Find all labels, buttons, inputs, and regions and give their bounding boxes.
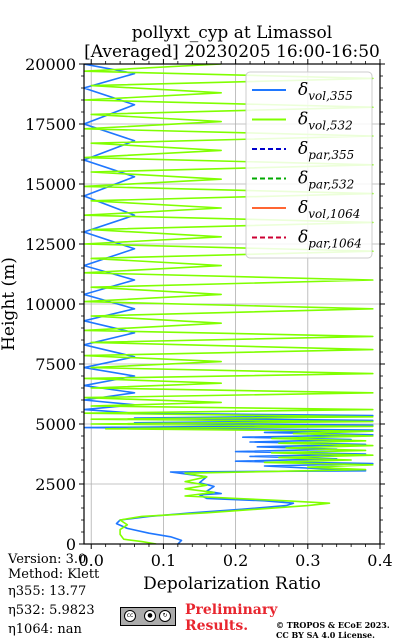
y-tick-label: 15000 — [25, 175, 76, 194]
series-line-2 — [84, 64, 374, 544]
x-tick-label: 0.2 — [223, 551, 248, 570]
legend-label: δpar,355 — [298, 139, 354, 162]
version-text: Version: 3.0 — [8, 552, 87, 567]
data-series — [84, 64, 374, 544]
x-axis-label: Depolarization Ratio — [143, 574, 321, 594]
legend-label: δpar,532 — [298, 169, 354, 192]
eta355-text: η355: 13.77 — [8, 584, 87, 599]
y-tick-label: 20000 — [25, 55, 76, 74]
axis-ticks: 0.0 0.1 0.2 0.3 0.4 0 2500 5000 7500 10000 12500 15… — [25, 55, 393, 570]
cc-icon: cc — [124, 610, 136, 622]
x-tick-label: 0.4 — [367, 551, 392, 570]
eta1064-text: η1064: nan — [8, 622, 82, 637]
x-tick-label: 0.3 — [295, 551, 320, 570]
chart-title-line2: [Averaged] 20230205 16:00-16:50 — [84, 42, 380, 62]
legend-label: δvol,532 — [298, 110, 353, 133]
y-tick-label: 0 — [66, 535, 76, 554]
by-icon: ● — [144, 610, 156, 622]
y-tick-label: 7500 — [35, 355, 76, 374]
legend: δvol,355 δvol,532 δpar,355 δpar,532 δvol,106… — [245, 71, 373, 259]
y-tick-label: 17500 — [25, 115, 76, 134]
y-tick-label: 12500 — [25, 235, 76, 254]
preliminary-line1: Preliminary — [185, 602, 278, 618]
y-tick-label: 5000 — [35, 415, 76, 434]
copyright-notice: © TROPOS & ECoE 2023. CC BY SA 4.0 Licen… — [276, 620, 390, 640]
preliminary-line2: Results. — [185, 618, 249, 634]
copyright-line2: CC BY SA 4.0 License. — [276, 630, 375, 640]
x-tick-label: 0.0 — [78, 551, 103, 570]
legend-label: δpar,1064 — [298, 228, 362, 251]
y-axis-label: Height (m) — [0, 257, 19, 351]
method-text: Method: Klett — [8, 567, 100, 582]
sa-icon: ↻ — [159, 610, 171, 622]
preliminary-notice: Preliminary Results. — [185, 602, 285, 634]
y-tick-label: 10000 — [25, 295, 76, 314]
copyright-line1: © TROPOS & ECoE 2023. — [276, 620, 390, 630]
chart-title-line1: pollyxt_cyp at Limassol — [131, 23, 333, 43]
y-tick-label: 2500 — [35, 475, 76, 494]
eta532-text: η532: 5.9823 — [8, 603, 95, 618]
cc-license-logo: cc ● ↻ — [120, 607, 176, 626]
legend-label: δvol,355 — [298, 80, 353, 103]
legend-label: δvol,1064 — [298, 198, 360, 221]
x-tick-label: 0.1 — [151, 551, 176, 570]
